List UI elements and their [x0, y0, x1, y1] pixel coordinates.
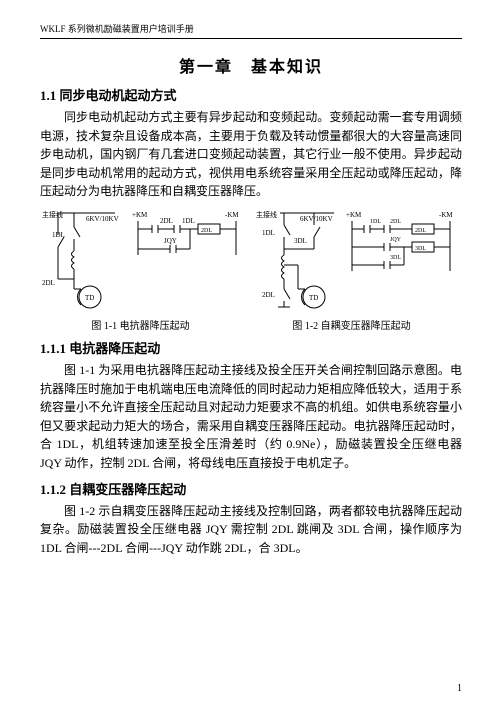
chapter-title: 第一章 基本知识 [40, 53, 462, 77]
section-1-heading: 1.1 同步电动机起动方式 [40, 85, 462, 104]
label-main-line: 主接线 [42, 210, 63, 219]
label-3dl-b: 3DL [415, 246, 426, 252]
label-3dl-c: 3DL [390, 255, 401, 261]
label-1dl-d: 1DL [370, 219, 381, 225]
label-main-line-2: 主接线 [256, 210, 277, 219]
label-td-a: TD [85, 294, 94, 302]
section-1-1-heading: 1.1.1 电抗器降压起动 [40, 338, 462, 357]
section-1-2-heading: 1.1.2 自耦变压器降压起动 [40, 479, 462, 498]
label-jqy-a: JQY [164, 237, 177, 245]
page-header: WKLF 系列微机励磁装置用户培训手册 [40, 22, 462, 39]
label-2dl-d: 2DL [262, 291, 275, 299]
figure-2: 主接线 6KV/10KV 1DL 3DL [254, 207, 462, 315]
label-td-b: TD [309, 294, 318, 302]
label-km-minus-a: -KM [225, 211, 239, 219]
label-2dl-c: 2DL [201, 228, 212, 234]
figure-1-caption: 图 1-1 电抗器降压起动 [91, 317, 189, 332]
figure-1: 主接线 6KV/10KV 1DL [40, 207, 248, 315]
figure-row: 主接线 6KV/10KV 1DL [40, 207, 462, 315]
label-jqy-b: JQY [390, 237, 402, 243]
page-number: 1 [457, 683, 462, 694]
figure-2-caption: 图 1-2 自耦变压器降压起动 [292, 317, 410, 332]
label-1dl-b: 1DL [182, 217, 195, 225]
label-2dl-f: 2DL [415, 228, 426, 234]
section-1-body: 同步电动机起动方式主要有异步起动和变频起动。变频起动需一套专用调频电源，技术复杂… [40, 108, 462, 201]
label-2dl-e: 2DL [390, 219, 401, 225]
label-1dl-c: 1DL [262, 229, 275, 237]
label-km-minus-b: -KM [439, 211, 453, 219]
label-km-plus-a: +KM [132, 211, 148, 219]
label-2dl-a: 2DL [42, 279, 55, 287]
section-1-2-body: 图 1-2 示自耦变压器降压起动主接线及控制回路，两者都较电抗器降压起动复杂。励… [40, 502, 462, 558]
label-voltage-1: 6KV/10KV [86, 215, 119, 223]
label-3dl-a: 3DL [294, 237, 307, 245]
label-voltage-2: 6KV/10KV [300, 215, 333, 223]
label-2dl-b: 2DL [160, 217, 173, 225]
label-km-plus-b: +KM [346, 211, 362, 219]
section-1-1-body: 图 1-1 为采用电抗器降压起动主接线及投全压开关合闸控制回路示意图。电抗器降压… [40, 361, 462, 473]
